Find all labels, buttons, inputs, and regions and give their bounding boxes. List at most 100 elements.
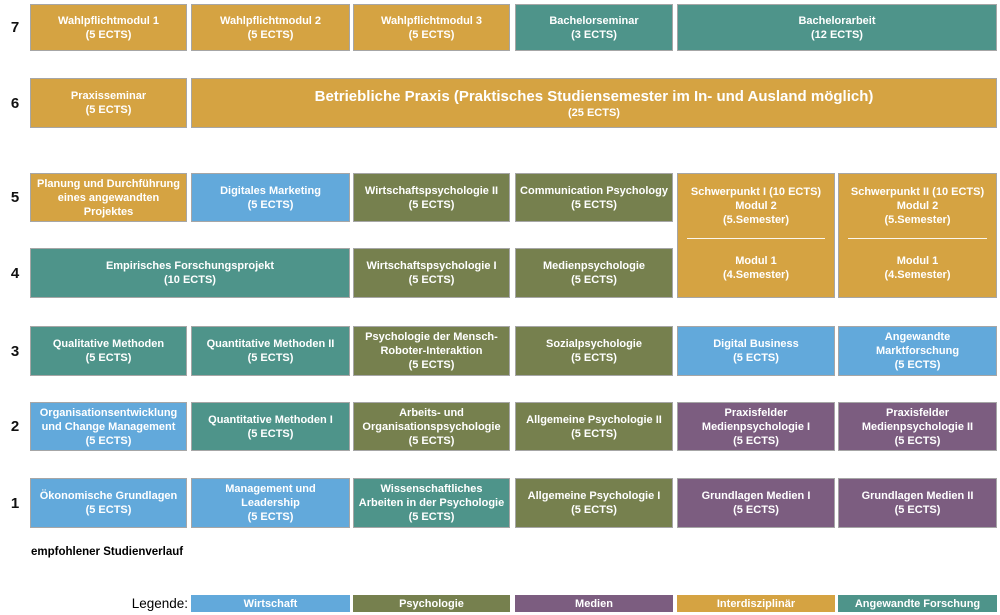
focus-module-box: Schwerpunkt II (10 ECTS) Modul 2 (5.Semest… [838, 173, 997, 298]
module-ects: (3 ECTS) [571, 28, 617, 41]
module-ects: (5 ECTS) [894, 359, 941, 371]
module-ects: (5 ECTS) [408, 511, 455, 523]
module-ects: (5 ECTS) [408, 198, 455, 211]
module-box: Communication Psychology (5 ECTS) [515, 173, 673, 222]
module-title: Bachelorarbeit [798, 14, 876, 27]
module-title: Grundlagen Medien I [701, 490, 811, 502]
focus-module-bottom: Modul 1 (4.Semester) [839, 239, 996, 297]
module-box: Wahlpflichtmodul 3 (5 ECTS) [353, 4, 510, 51]
module-ects: (5 ECTS) [894, 504, 941, 516]
semester-label: 2 [10, 418, 20, 435]
module-title: Organisationsentwicklung und Change Mana… [39, 406, 178, 433]
semester-label: 4 [10, 264, 20, 282]
focus-module-line: Modul 2 [896, 200, 939, 212]
module-ects: (5 ECTS) [85, 352, 132, 364]
module-title: Allgemeine Psychologie II [526, 413, 662, 426]
module-ects: (12 ECTS) [811, 28, 863, 41]
module-title: Betriebliche Praxis (Praktisches Studien… [314, 87, 874, 105]
legend-item-label: Medien [575, 597, 613, 610]
focus-module-line: (5.Semester) [722, 214, 790, 226]
module-ects: (5 ECTS) [247, 511, 294, 523]
module-ects: (5 ECTS) [85, 28, 132, 41]
module-box: Angewandte Marktforschung (5 ECTS) [838, 326, 997, 376]
module-title: Quantitative Methoden II [206, 338, 335, 350]
module-title: Wahlpflichtmodul 1 [57, 14, 160, 27]
module-title: Communication Psychology [520, 184, 668, 197]
module-title: Angewandte Marktforschung [875, 331, 960, 357]
module-ects: (5 ECTS) [247, 28, 294, 41]
module-title: Management und Leadership [225, 483, 316, 509]
module-ects: (5 ECTS) [894, 434, 941, 447]
legend-item: Angewandte Forschung [838, 595, 997, 612]
module-box: Management und Leadership (5 ECTS) [191, 478, 350, 528]
module-box: Wirtschaftspsychologie I (5 ECTS) [353, 248, 510, 298]
focus-module-box: Schwerpunkt I (10 ECTS) Modul 2 (5.Semeste… [677, 173, 835, 298]
legend-item-label: Angewandte Forschung [854, 597, 981, 610]
module-box: Grundlagen Medien II (5 ECTS) [838, 478, 997, 528]
module-title: Wirtschaftspsychologie II [364, 184, 499, 197]
module-ects: (5 ECTS) [408, 28, 455, 41]
module-box: Digitales Marketing (5 ECTS) [191, 173, 350, 222]
module-box: Quantitative Methoden I (5 ECTS) [191, 402, 350, 451]
module-box: Grundlagen Medien I (5 ECTS) [677, 478, 835, 528]
module-title: Ökonomische Grundlagen [39, 490, 178, 502]
module-ects: (5 ECTS) [247, 427, 294, 440]
module-box: Sozialpsychologie (5 ECTS) [515, 326, 673, 376]
module-box: Wirtschaftspsychologie II (5 ECTS) [353, 173, 510, 222]
module-box: Bachelorseminar (3 ECTS) [515, 4, 673, 51]
module-ects: (5 ECTS) [733, 504, 779, 516]
module-box: Wahlpflichtmodul 2 (5 ECTS) [191, 4, 350, 51]
module-divider [687, 238, 825, 239]
module-ects: (5 ECTS) [408, 359, 455, 371]
module-title: Arbeits- und Organisationspsychologie [362, 406, 501, 433]
module-title: Planung und Durchführung eines angewandt… [37, 177, 180, 218]
focus-module-line: Modul 1 [735, 255, 777, 267]
module-ects: (5 ECTS) [408, 274, 455, 286]
module-box: Qualitative Methoden (5 ECTS) [30, 326, 187, 376]
module-title: Wahlpflichtmodul 3 [380, 14, 483, 27]
semester-label: 6 [10, 94, 20, 112]
module-ects: (5 ECTS) [571, 427, 617, 440]
module-title: Grundlagen Medien II [861, 490, 974, 502]
module-box: Praxisfelder Medienpsychologie II (5 ECTS… [838, 402, 997, 451]
focus-module-top: Schwerpunkt II (10 ECTS) Modul 2 (5.Semest… [839, 174, 996, 238]
module-box: Digital Business (5 ECTS) [677, 326, 835, 376]
module-ects: (5 ECTS) [733, 434, 779, 447]
module-box: Medienpsychologie (5 ECTS) [515, 248, 673, 298]
focus-module-bottom: Modul 1 (4.Semester) [678, 239, 834, 297]
semester-label: 3 [10, 342, 20, 360]
module-title: Bachelorseminar [549, 14, 639, 27]
module-ects: (5 ECTS) [571, 198, 617, 211]
module-ects: (5 ECTS) [408, 434, 455, 447]
module-title: Sozialpsychologie [546, 338, 642, 350]
module-ects: (5 ECTS) [571, 504, 617, 516]
focus-module-line: Schwerpunkt II (10 ECTS) [850, 186, 985, 198]
legend-item: Interdisziplinär [677, 595, 835, 612]
module-box: Planung und Durchführung eines angewandt… [30, 173, 187, 222]
module-ects: (5 ECTS) [85, 104, 132, 116]
focus-module-line: Modul 2 [735, 200, 777, 212]
module-title: Qualitative Methoden [52, 338, 165, 350]
focus-module-line: (4.Semester) [884, 269, 951, 281]
module-title: Digital Business [713, 338, 799, 350]
focus-module-top: Schwerpunkt I (10 ECTS) Modul 2 (5.Semeste… [678, 174, 834, 238]
module-ects: (5 ECTS) [571, 352, 617, 364]
module-title: Wahlpflichtmodul 2 [219, 14, 322, 27]
module-title: Digitales Marketing [220, 184, 321, 197]
module-title: Praxisseminar [70, 90, 147, 102]
focus-module-line: Schwerpunkt I (10 ECTS) [690, 186, 822, 198]
module-divider [848, 238, 987, 239]
study-plan-note: empfohlener Studienverlauf [31, 546, 184, 558]
module-title: Praxisfelder Medienpsychologie I [701, 406, 811, 433]
focus-module-line: (5.Semester) [884, 214, 951, 226]
module-box: Allgemeine Psychologie I (5 ECTS) [515, 478, 673, 528]
legend-item: Wirtschaft [191, 595, 350, 612]
module-box: Empirisches Forschungsprojekt (10 ECTS) [30, 248, 350, 298]
module-title: Quantitative Methoden I [208, 413, 333, 426]
module-box: Psychologie der Mensch-Roboter-Interakti… [353, 326, 510, 376]
legend-item-label: Psychologie [399, 597, 464, 610]
module-box: Ökonomische Grundlagen (5 ECTS) [30, 478, 187, 528]
semester-label: 7 [10, 19, 20, 36]
module-box: Praxisseminar (5 ECTS) [30, 78, 187, 128]
